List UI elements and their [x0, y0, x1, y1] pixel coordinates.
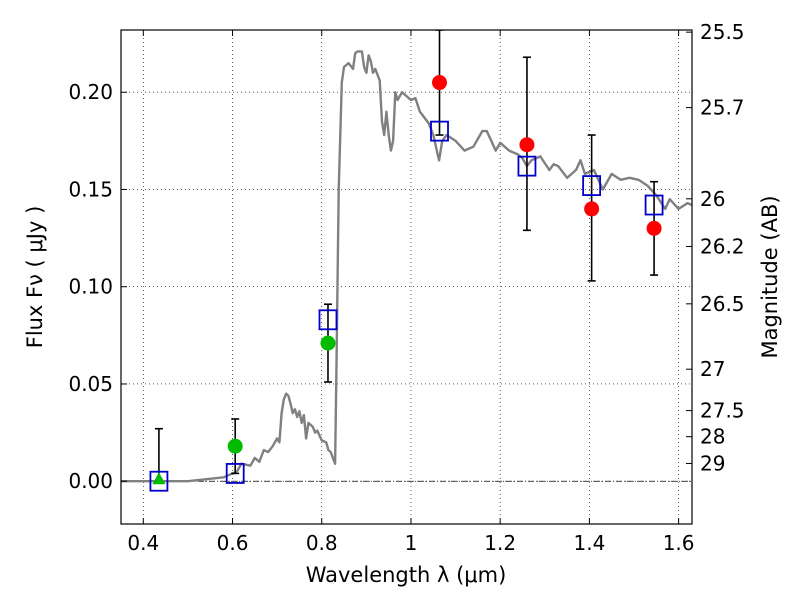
y-right-tick-label: 25.5: [700, 20, 745, 44]
x-tick-label: 1: [405, 531, 418, 555]
x-tick-label: 0.8: [306, 531, 338, 555]
y-right-tick-label: 26.2: [700, 234, 745, 258]
model-sed-line: [121, 50, 692, 483]
y-tick-label: 0.15: [68, 177, 113, 201]
x-tick-label: 1.2: [484, 531, 516, 555]
model-flux-square: [582, 175, 602, 196]
y-tick-label: 0.20: [68, 80, 113, 104]
model-flux-square: [318, 309, 338, 331]
x-tick-label: 1.6: [663, 531, 695, 555]
plot-frame: [120, 29, 693, 525]
y-right-tick-label: 28: [700, 425, 725, 449]
observed-point-triangle: [152, 472, 166, 485]
y-axis-right-label: Magnitude (AB): [758, 195, 782, 358]
observed-point-red: [584, 201, 600, 217]
model-flux-square: [149, 470, 169, 492]
y-tick-label: 0.00: [68, 469, 113, 493]
observed-point-red: [432, 75, 448, 91]
observed-point-green: [227, 438, 243, 454]
x-axis-label: Wavelength λ (μm): [306, 563, 507, 587]
observed-point-red: [646, 220, 662, 236]
observed-point-red: [519, 137, 535, 153]
model-flux-square: [517, 155, 537, 177]
y-axis-label: Flux Fν ( μJy ): [23, 206, 47, 349]
x-tick-label: 0.6: [217, 531, 249, 555]
y-right-tick-label: 26: [700, 187, 725, 211]
model-flux-square: [225, 463, 245, 484]
y-tick-label: 0.05: [68, 372, 113, 396]
observed-point-green: [320, 335, 336, 351]
x-tick-label: 0.4: [127, 531, 159, 555]
y-tick-label: 0.10: [68, 275, 113, 299]
y-right-tick-label: 26.5: [700, 292, 745, 316]
x-tick-label: 1.4: [573, 531, 605, 555]
y-right-tick-label: 25.7: [700, 96, 745, 120]
y-right-tick-label: 27: [700, 357, 725, 381]
y-right-tick-label: 29: [700, 452, 725, 476]
model-flux-square: [644, 194, 664, 216]
y-right-tick-label: 27.5: [700, 399, 745, 423]
model-flux-square: [430, 120, 449, 142]
